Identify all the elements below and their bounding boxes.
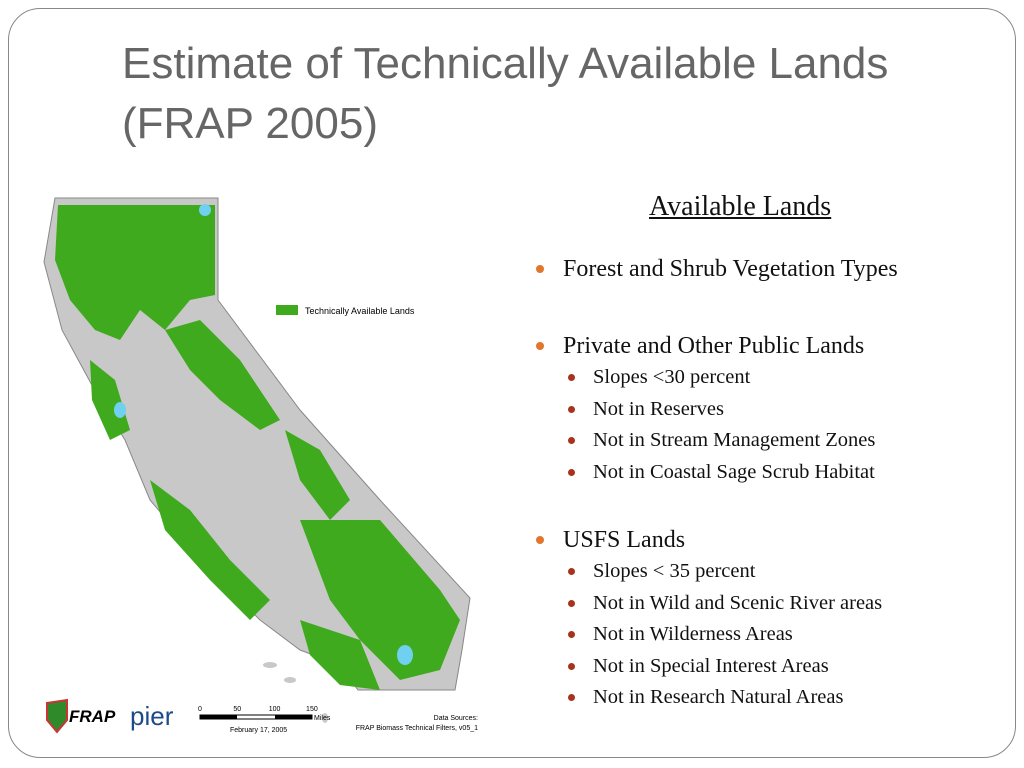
lake (114, 402, 126, 418)
heading: Available Lands (649, 191, 832, 222)
title-line: (FRAP 2005) (122, 99, 378, 148)
sub-bullet: Slopes <30 percent (536, 362, 898, 394)
slide: Estimate of Technically Available Lands … (8, 8, 1016, 758)
bullet-group: Private and Other Public Lands Slopes <30… (536, 330, 898, 488)
scale-label: 50 (233, 706, 241, 713)
bullet-group: USFS Lands Slopes < 35 percent Not in Wild… (536, 524, 898, 714)
vegetation-patch (285, 430, 350, 520)
sub-bullet: Not in Special Interest Areas (536, 651, 898, 683)
bullet: Forest and Shrub Vegetation Types (536, 253, 898, 285)
source-line: Data Sources: (434, 715, 478, 722)
vegetation-patch (90, 360, 130, 440)
island (263, 662, 277, 668)
scale-unit: Miles (314, 715, 331, 722)
scale-bar-segment (200, 715, 237, 719)
legend-label: Technically Available Lands (305, 306, 415, 316)
vegetation-patch (300, 620, 380, 690)
bullet-list: Forest and Shrub Vegetation Types Private… (536, 253, 898, 750)
scale-bar-segment (275, 715, 312, 719)
scale-label: 150 (306, 706, 318, 713)
sub-bullet: Not in Wild and Scenic River areas (536, 588, 898, 620)
island (284, 677, 296, 683)
source-line: FRAP Biomass Technical Filters, v05_1 (356, 725, 478, 732)
bullet: USFS Lands (536, 524, 898, 556)
vegetation-patch (165, 320, 280, 430)
vegetation (55, 205, 460, 690)
logo-pier: pier (130, 701, 174, 731)
scale-bar (199, 714, 313, 720)
islands (263, 662, 328, 723)
sub-bullet: Slopes < 35 percent (536, 556, 898, 588)
lake (397, 645, 413, 665)
scale-labels: 0 50 100 150 (198, 706, 318, 713)
map-date: February 17, 2005 (230, 727, 287, 734)
scale-label: 0 (198, 706, 202, 713)
sub-bullet: Not in Reserves (536, 394, 898, 426)
legend-swatch (276, 305, 298, 315)
vegetation-patch (55, 205, 215, 340)
vegetation-patch (300, 520, 460, 680)
logo-frap: FRAP (69, 707, 116, 726)
island (322, 713, 328, 723)
sub-bullet: Not in Coastal Sage Scrub Habitat (536, 457, 898, 489)
sub-bullet: Not in Stream Management Zones (536, 425, 898, 457)
bullet: Private and Other Public Lands (536, 330, 898, 362)
scale-label: 100 (269, 706, 281, 713)
bullet-group: Forest and Shrub Vegetation Types (536, 253, 898, 285)
title-line: Estimate of Technically Available Lands (122, 39, 889, 88)
sub-bullet: Not in Research Natural Areas (536, 682, 898, 714)
logo-shield (46, 698, 68, 734)
vegetation-patch (150, 480, 270, 620)
water (114, 204, 413, 665)
lake (199, 204, 211, 216)
sub-bullet: Not in Wilderness Areas (536, 619, 898, 651)
